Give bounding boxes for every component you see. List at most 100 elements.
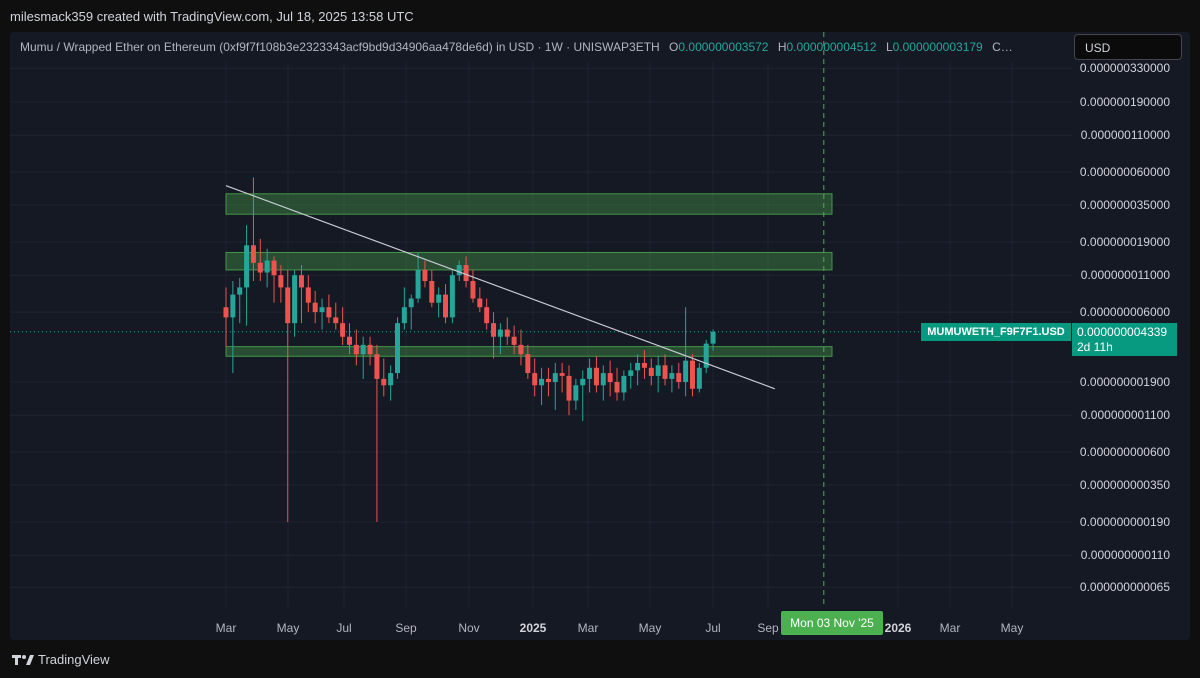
currency-button[interactable]: USD bbox=[1074, 34, 1182, 60]
candle-body bbox=[340, 323, 346, 337]
candle-body bbox=[683, 360, 689, 382]
candle-body bbox=[395, 323, 400, 374]
candle-body bbox=[641, 362, 647, 368]
last-price-tag: 0.000000004339 2d 11h bbox=[1072, 323, 1177, 356]
candle-body bbox=[230, 294, 236, 318]
candle-body bbox=[518, 344, 524, 355]
time-axis-label: Jul bbox=[705, 621, 721, 635]
candle-body bbox=[456, 265, 462, 276]
bottom-bar: TradingView bbox=[0, 646, 1200, 678]
candle-body bbox=[250, 245, 256, 263]
candle-body bbox=[655, 365, 661, 376]
candle-body bbox=[696, 367, 702, 389]
legend-open-key: O bbox=[669, 40, 679, 54]
tradingview-logo-icon bbox=[12, 654, 34, 665]
candle-body bbox=[662, 365, 668, 379]
price-axis-label: 0.000000000600 bbox=[1079, 445, 1170, 460]
candle-body bbox=[401, 307, 407, 324]
candle-body bbox=[429, 281, 435, 303]
time-axis-label: May bbox=[276, 621, 300, 635]
candle-body bbox=[422, 269, 428, 282]
candle-body bbox=[497, 329, 503, 337]
chart-area[interactable]: Mumu / Wrapped Ether on Ethereum (0xf9f7… bbox=[10, 32, 1190, 640]
chart-legend: Mumu / Wrapped Ether on Ethereum (0xf9f7… bbox=[20, 40, 1060, 54]
time-axis-label: Mar bbox=[577, 621, 599, 635]
candle-body bbox=[415, 269, 421, 299]
creator-text: milesmack359 created with TradingView.co… bbox=[10, 9, 414, 24]
last-price-value: 0.000000004339 bbox=[1077, 325, 1168, 339]
legend-low-key: L bbox=[885, 40, 893, 54]
price-axis-label: 0.000000060000 bbox=[1079, 165, 1170, 180]
candle-body bbox=[333, 317, 339, 324]
candle-body bbox=[710, 331, 716, 344]
time-axis-label: Mar bbox=[939, 621, 961, 635]
price-axis-label: 0.000000001900 bbox=[1079, 375, 1170, 389]
candle-body bbox=[587, 367, 593, 379]
candlestick-chart[interactable] bbox=[10, 32, 1190, 640]
legend-title: Mumu / Wrapped Ether on Ethereum (0xf9f7… bbox=[20, 40, 660, 54]
price-axis-label: 0.000000000110 bbox=[1080, 548, 1170, 563]
candle-body bbox=[264, 260, 270, 273]
legend-low-value: 0.000000003179 bbox=[892, 40, 983, 54]
legend-open-value: 0.000000003572 bbox=[678, 40, 769, 54]
tradingview-brand[interactable]: TradingView bbox=[12, 652, 110, 667]
candle-body bbox=[491, 323, 497, 337]
candle-body bbox=[374, 354, 380, 379]
candle-body bbox=[552, 373, 558, 382]
price-axis-label: 0.000000330000 bbox=[1079, 61, 1170, 76]
support-resistance-zone bbox=[225, 251, 833, 271]
candle-body bbox=[621, 375, 627, 393]
candle-body bbox=[244, 245, 250, 288]
candle-body bbox=[360, 344, 366, 355]
price-axis-label: 0.000000000350 bbox=[1079, 477, 1170, 492]
candle-body bbox=[676, 373, 682, 382]
legend-close-key: C… bbox=[992, 40, 1013, 54]
candle-body bbox=[436, 294, 442, 303]
candle-body bbox=[298, 275, 304, 288]
price-axis-label: 0.000000110000 bbox=[1080, 128, 1170, 143]
candle-body bbox=[470, 281, 476, 299]
time-axis-label: Nov bbox=[458, 621, 480, 635]
brand-label: TradingView bbox=[38, 652, 110, 667]
candle-body bbox=[614, 382, 620, 393]
legend-high-value: 0.000000004512 bbox=[786, 40, 877, 54]
price-axis-label: 0.000000019000 bbox=[1079, 235, 1170, 249]
time-axis-label: May bbox=[638, 621, 662, 635]
candle-body bbox=[525, 354, 531, 374]
candle-body bbox=[545, 378, 551, 382]
candle-body bbox=[257, 262, 263, 273]
time-axis-label: May bbox=[1000, 621, 1024, 635]
candle-body bbox=[353, 344, 359, 355]
price-axis-label: 0.000000035000 bbox=[1079, 197, 1170, 212]
candle-body bbox=[689, 360, 695, 389]
candle-body bbox=[305, 287, 311, 303]
candle-body bbox=[326, 307, 332, 318]
candle-body bbox=[484, 307, 490, 324]
time-axis-label: 2025 bbox=[519, 621, 547, 635]
candle-body bbox=[381, 378, 387, 386]
candle-body bbox=[292, 275, 298, 324]
time-axis-label: Sep bbox=[395, 621, 417, 635]
candle-body bbox=[593, 367, 599, 386]
price-axis-label: 0.000000011000 bbox=[1080, 268, 1170, 283]
time-axis-label: Mar bbox=[215, 621, 237, 635]
candle-body bbox=[669, 373, 675, 379]
candle-body bbox=[511, 336, 517, 345]
symbol-name-tag: MUMUWETH_F9F7F1.USD bbox=[921, 323, 1071, 341]
legend-high-key: H bbox=[777, 40, 787, 54]
price-axis-label: 0.000000000190 bbox=[1079, 515, 1170, 529]
price-axis-label: 0.000000000065 bbox=[1079, 580, 1170, 595]
candle-body bbox=[628, 370, 634, 376]
time-axis-label: Jul bbox=[336, 621, 352, 635]
candle-body bbox=[566, 375, 572, 401]
bar-countdown: 2d 11h bbox=[1077, 340, 1113, 354]
candle-body bbox=[600, 373, 606, 386]
support-resistance-zone bbox=[225, 193, 833, 215]
candle-body bbox=[237, 287, 243, 295]
candle-body bbox=[532, 373, 538, 386]
candle-body bbox=[477, 298, 483, 308]
candle-body bbox=[580, 378, 586, 386]
candle-body bbox=[271, 260, 277, 276]
candle-body bbox=[504, 329, 510, 337]
trendline bbox=[225, 185, 776, 390]
